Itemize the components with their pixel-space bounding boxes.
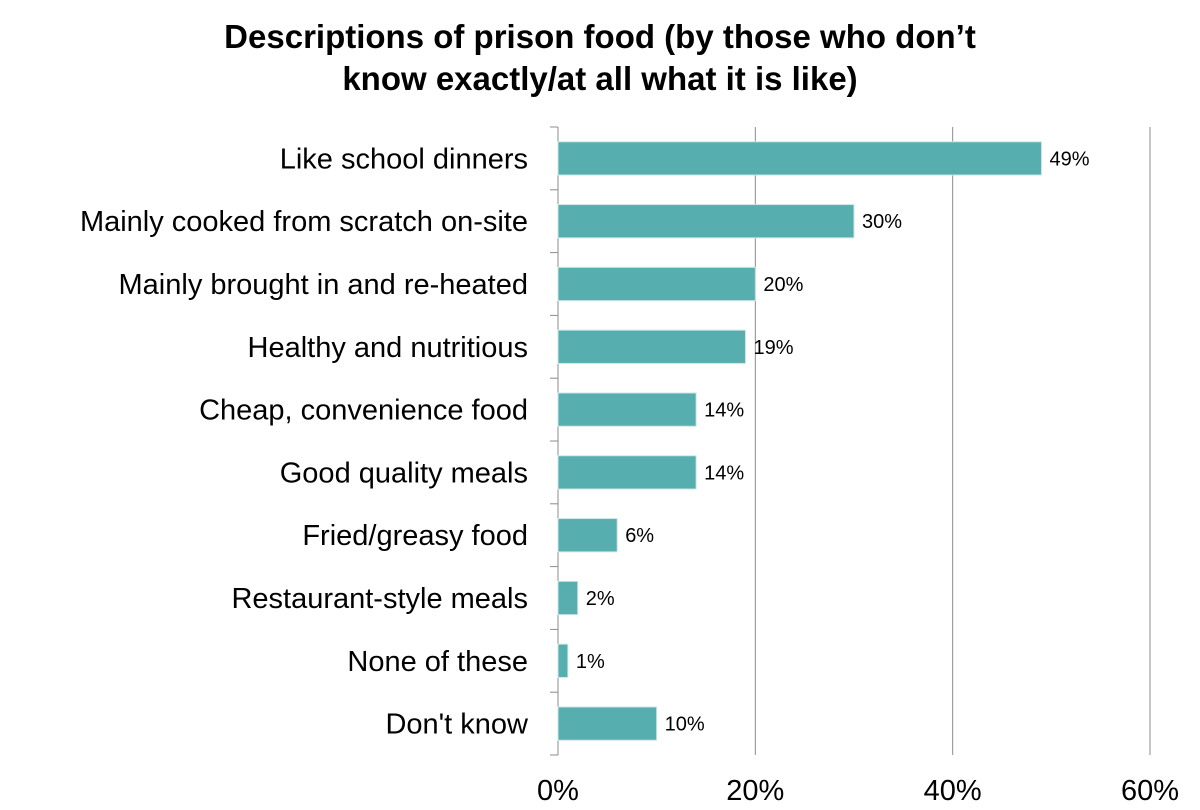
bar — [557, 643, 569, 678]
bar — [557, 141, 1042, 176]
data-label: 6% — [625, 525, 654, 547]
category-label: None of these — [347, 646, 528, 678]
category-label: Cheap, convenience food — [199, 395, 528, 427]
x-tick-label: 60% — [1121, 775, 1179, 807]
data-label: 2% — [586, 588, 615, 610]
bar — [557, 266, 756, 302]
category-labels: Like school dinners Mainly cooked from sc… — [80, 143, 529, 740]
data-label: 1% — [576, 651, 605, 673]
data-label: 10% — [665, 714, 705, 736]
chart-title: Descriptions of prison food (by those wh… — [0, 16, 1200, 100]
bar — [557, 204, 855, 239]
data-label: 20% — [763, 274, 803, 296]
bar — [557, 392, 697, 427]
x-tick-label: 0% — [537, 775, 579, 807]
data-labels: 49% 30% 20% 19% 14% 14% 6% 2% 1% 10% — [576, 148, 1090, 735]
bar — [557, 580, 579, 616]
x-tick-label: 20% — [726, 775, 784, 807]
data-label: 14% — [704, 400, 744, 422]
bar — [557, 706, 658, 741]
category-label: Good quality meals — [280, 457, 528, 489]
data-label: 49% — [1049, 148, 1089, 170]
bar — [557, 455, 697, 490]
axes — [550, 126, 559, 756]
category-label: Healthy and nutritious — [248, 332, 529, 364]
category-label: Fried/greasy food — [302, 520, 528, 552]
x-tick-label: 40% — [924, 775, 982, 807]
chart-title-line-2: know exactly/at all what it is like) — [342, 60, 858, 97]
category-label: Restaurant-style meals — [231, 583, 528, 615]
bar — [557, 518, 618, 553]
data-label: 14% — [704, 462, 744, 484]
category-label: Mainly cooked from scratch on-site — [80, 206, 528, 238]
x-tick-labels: 0% 20% 40% 60% — [537, 775, 1179, 807]
bars — [557, 141, 1042, 741]
chart-title-line-1: Descriptions of prison food (by those wh… — [224, 18, 976, 55]
category-label: Like school dinners — [280, 143, 528, 175]
data-label: 19% — [753, 337, 793, 359]
category-label: Mainly brought in and re-heated — [119, 269, 528, 301]
data-label: 30% — [862, 211, 902, 233]
category-label: Don't know — [385, 709, 529, 741]
bar — [557, 329, 746, 364]
